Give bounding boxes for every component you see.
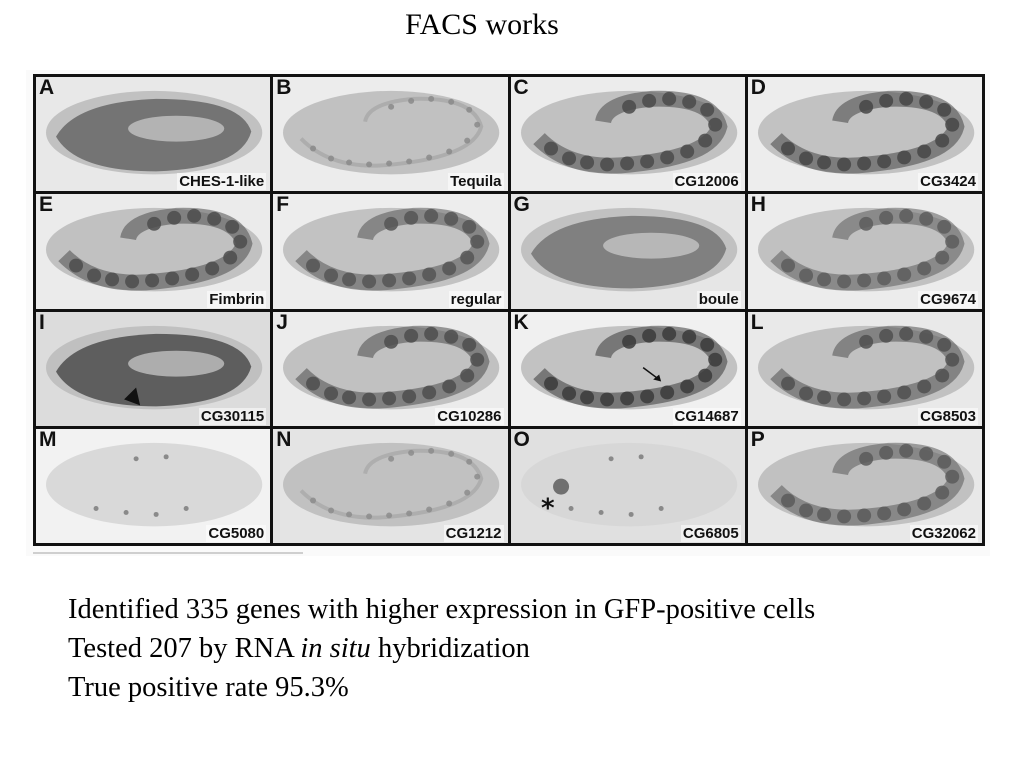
bullet-line-2-pre: Tested 207 by RNA: [68, 633, 301, 664]
embryo-panel-m: M CG5080: [36, 428, 271, 543]
asterisk-icon: *: [541, 493, 555, 523]
embryo-image: [46, 442, 263, 527]
embryo-image: [283, 325, 500, 409]
gene-label: CG32062: [909, 525, 978, 542]
gene-label: CHES-1-like: [177, 173, 267, 191]
slide-title: FACS works: [405, 8, 559, 41]
bullet-line-2: Tested 207 by RNA in situ hybridization: [68, 629, 815, 668]
panel-letter: N: [276, 428, 292, 451]
panel-letter: G: [513, 194, 530, 217]
bullet-line-2-post: hybridization: [370, 633, 530, 664]
gene-label: CG1212: [443, 525, 504, 542]
gene-label: CG5080: [206, 525, 267, 542]
panel-letter: H: [750, 194, 766, 217]
panel-letter: B: [276, 77, 292, 99]
panel-letter: D: [750, 77, 766, 99]
gene-label: CG6805: [680, 525, 741, 542]
in-situ-figure-grid: A CHES-1-like B Tequila C CG12006 D CG3424 E Fimb…: [33, 74, 985, 546]
embryo-panel-e: E Fimbrin: [36, 194, 271, 309]
gene-label: Fimbrin: [207, 290, 267, 308]
embryo-panel-k: K CG14687: [510, 311, 745, 426]
gene-label: CG9674: [918, 290, 978, 308]
embryo-image: [46, 90, 263, 175]
gene-label: CG12006: [672, 173, 741, 191]
panel-letter: F: [276, 194, 290, 217]
embryo-image: [757, 90, 974, 175]
bullet-line-3: True positive rate 95.3%: [68, 672, 349, 703]
embryo-panel-l: L CG8503: [747, 311, 982, 426]
embryo-image: [520, 325, 737, 409]
embryo-panel-j: J CG10286: [273, 311, 508, 426]
gene-label: Tequila: [448, 173, 504, 191]
embryo-image: [757, 325, 974, 409]
gene-label: CG8503: [918, 407, 978, 425]
panel-letter: K: [513, 311, 529, 334]
panel-letter: L: [750, 311, 764, 334]
panel-letter: M: [39, 428, 57, 451]
embryo-image: [46, 208, 263, 292]
gene-label: CG3424: [918, 173, 978, 191]
panel-letter: A: [39, 77, 55, 99]
embryo-panel-p: P CG32062: [747, 428, 982, 543]
embryo-image: [283, 90, 500, 175]
embryo-image: [520, 90, 737, 175]
embryo-panel-i: I CG30115: [36, 311, 271, 426]
bullet-line-2-italic: in situ: [300, 633, 371, 664]
bullet-line-1: Identified 335 genes with higher express…: [68, 594, 816, 625]
bullet-text: Identified 335 genes with higher express…: [68, 590, 815, 707]
embryo-panel-n: N CG1212: [273, 428, 508, 543]
panel-letter: P: [750, 428, 765, 451]
panel-letter: C: [513, 77, 529, 99]
embryo-image: [757, 442, 974, 527]
panel-letter: J: [276, 311, 288, 334]
gene-label: CG30115: [198, 407, 267, 425]
embryo-image: [283, 442, 500, 527]
divider: [33, 552, 303, 554]
embryo-image: [757, 208, 974, 292]
gene-label: boule: [696, 290, 741, 308]
gene-label: CG14687: [672, 407, 741, 425]
embryo-panel-a: A CHES-1-like: [36, 77, 271, 192]
embryo-panel-b: B Tequila: [273, 77, 508, 192]
panel-letter: I: [39, 311, 45, 334]
panel-letter: E: [39, 194, 54, 217]
embryo-panel-d: D CG3424: [747, 77, 982, 192]
embryo-panel-o: * O CG6805: [510, 428, 745, 543]
gene-label: CG10286: [435, 407, 504, 425]
embryo-image: [46, 325, 263, 409]
embryo-panel-c: C CG12006: [510, 77, 745, 192]
embryo-image: [520, 208, 737, 292]
embryo-image: [283, 208, 500, 292]
embryo-panel-h: H CG9674: [747, 194, 982, 309]
embryo-image: *: [520, 442, 737, 527]
gene-label: regular: [448, 290, 504, 308]
panel-letter: O: [513, 428, 530, 451]
